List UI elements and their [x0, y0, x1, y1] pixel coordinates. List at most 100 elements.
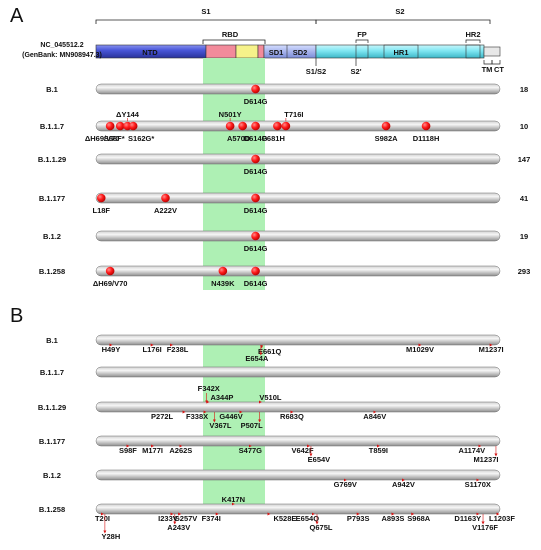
- s1-bracket: [95, 19, 317, 24]
- mutation-label: L1203F: [489, 514, 515, 523]
- reference-accession: NC_045512.2: [40, 42, 83, 49]
- row-label-B-1: B.1: [46, 85, 58, 94]
- mutation-label: E661Q: [258, 347, 282, 356]
- mutation-label: T20I: [95, 514, 110, 523]
- row-label-B-1-177: B.1.177: [39, 194, 65, 203]
- mutation-label: A262S: [169, 446, 192, 455]
- mutation-label: M1237I: [473, 455, 498, 464]
- spike-bar: [95, 469, 501, 481]
- panel-b-row: B.1.2 G769V A942V S1170X: [43, 469, 501, 489]
- sd1-label: SD1: [269, 48, 284, 57]
- panel-a-row: B.1.2 19 D614G: [43, 230, 528, 253]
- mutation-label: K528E: [273, 514, 296, 523]
- mutation-label: A1174V: [458, 446, 485, 455]
- mutation-label: E654Q: [296, 514, 320, 523]
- mutation-dot: [218, 266, 228, 276]
- mutation-label: E654V: [308, 455, 331, 464]
- sequence-count: 18: [520, 85, 528, 94]
- mutation-label: P793S: [347, 514, 370, 523]
- mutation-label: Q675L: [310, 523, 333, 532]
- mutation-label: T859I: [369, 446, 388, 455]
- s1s2-cleavage-label: S1/S2: [306, 67, 326, 76]
- mutation-label: ΔH69/V70: [85, 134, 120, 143]
- mutation-dot: [251, 154, 260, 164]
- spike-bar: [95, 153, 501, 165]
- sequence-count: 10: [520, 122, 528, 131]
- spike-bar: [95, 120, 501, 132]
- mutation-dot: [251, 266, 260, 276]
- mutation-dot: [251, 231, 260, 241]
- rbd-bracket: [202, 39, 266, 44]
- mutation-label: D614G: [244, 97, 268, 106]
- mutation-dot: [381, 121, 391, 131]
- mutation-label: P507L: [241, 421, 264, 430]
- mutation-dot: [225, 121, 235, 131]
- mutation-dot: [251, 121, 260, 131]
- mutation-label: ΔY144: [116, 110, 140, 119]
- mutation-label: I233V: [158, 514, 178, 523]
- mutation-dot: [421, 121, 431, 131]
- mutation-label: E654A: [245, 354, 269, 363]
- mutation-label: V367L: [209, 421, 232, 430]
- mutation-label: S1170X: [465, 480, 491, 489]
- mutation-label: F238L: [167, 345, 189, 354]
- sd2-label: SD2: [293, 48, 308, 57]
- hr2-box: [465, 44, 481, 59]
- mutation-dot: [115, 121, 125, 131]
- sequence-count: 41: [520, 194, 528, 203]
- rbd-domain: [205, 44, 237, 59]
- mutation-label: V510L: [259, 393, 282, 402]
- panel-a-row: B.1.1.29 147 D614G: [38, 153, 530, 176]
- spike-bar: [95, 503, 501, 515]
- mutation-label: S162G*: [128, 134, 154, 143]
- mutation-dot: [251, 193, 260, 203]
- mutation-label: M1029V: [406, 345, 434, 354]
- mutation-dot: [281, 121, 291, 131]
- panel-a-row: B.1.258 293 ΔH69/V70 N439K D614G: [39, 265, 531, 288]
- row-label-B-1-258: B.1.258: [39, 267, 65, 276]
- s2-label: S2: [395, 7, 404, 16]
- mutation-label: A942V: [392, 480, 415, 489]
- tm-ct-domain: [483, 46, 501, 57]
- mutation-label: M177I: [142, 446, 163, 455]
- row-label-B-1-177: B.1.177: [39, 437, 65, 446]
- mutation-dot: [238, 121, 247, 131]
- spike-bar: [95, 265, 501, 277]
- tm-label: TM: [482, 65, 493, 74]
- mutation-label: A570D: [227, 134, 251, 143]
- mutation-label: F338X: [186, 412, 208, 421]
- mutation-dot: [96, 193, 106, 203]
- spike-bar: [95, 401, 501, 413]
- mutation-label: F342X: [198, 384, 220, 393]
- mutation-label: S98F*: [104, 134, 125, 143]
- mutation-label: D614G: [244, 279, 268, 288]
- spike-bar: [95, 192, 501, 204]
- hr1-label: HR1: [393, 48, 408, 57]
- mutation-label: K417N: [222, 495, 245, 504]
- mutation-label: N501Y: [219, 110, 242, 119]
- mutation-label: D614G: [244, 206, 268, 215]
- mutation-label: D614G: [244, 167, 268, 176]
- mutation-label: R683Q: [280, 412, 304, 421]
- mutation-dot: [105, 266, 115, 276]
- row-label-B-1-1-29: B.1.1.29: [38, 155, 66, 164]
- sequence-count: 293: [518, 267, 531, 276]
- mutation-dot: [128, 121, 138, 131]
- s2-bracket: [315, 19, 491, 24]
- s1-label: S1: [201, 7, 210, 16]
- spike-bar: [95, 83, 501, 95]
- mutation-dot: [273, 121, 282, 131]
- mutation-label: ΔH69/V70: [93, 279, 128, 288]
- mutation-label: N439K: [211, 279, 235, 288]
- fp-label: FP: [357, 30, 367, 39]
- panel-a-row: B.1 18 D614G: [46, 83, 528, 106]
- spike-bar: [95, 366, 501, 378]
- rbd-domain-tail: [257, 44, 265, 59]
- mutation-label: G446V: [219, 412, 242, 421]
